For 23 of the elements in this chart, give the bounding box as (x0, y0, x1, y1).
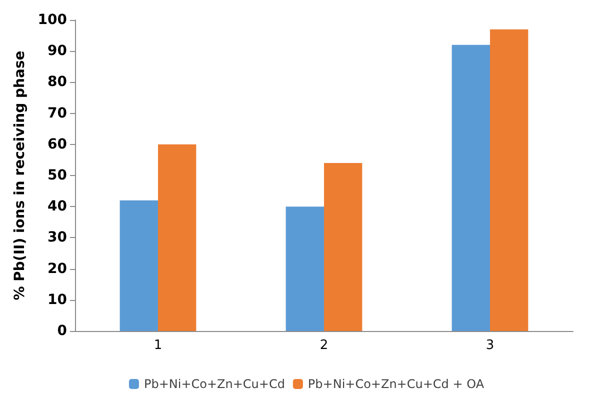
legend-label: Pb+Ni+Co+Zn+Cu+Cd (144, 377, 285, 391)
bar (158, 144, 196, 331)
bar (324, 163, 362, 331)
y-tick-label: 50 (48, 168, 68, 184)
bar (490, 29, 528, 331)
y-tick-label: 30 (48, 230, 68, 246)
y-tick-label: 40 (48, 198, 68, 215)
y-tick-label: 60 (48, 136, 68, 152)
legend-label: Pb+Ni+Co+Zn+Cu+Cd + OA (308, 377, 485, 391)
x-tick-label: 1 (154, 338, 162, 353)
y-tick-label: 20 (48, 260, 68, 277)
x-tick-label: 2 (320, 338, 328, 353)
bar (452, 44, 490, 331)
x-tick-label: 3 (486, 338, 494, 353)
y-tick-label: 10 (48, 292, 68, 308)
y-tick-label: 90 (48, 43, 68, 60)
bar (120, 200, 158, 331)
y-tick-label: 100 (38, 12, 68, 28)
y-axis-title: % Pb(II) ions in receiving phase (12, 50, 28, 300)
bar (286, 206, 324, 331)
y-tick-label: 80 (48, 74, 68, 90)
y-tick-label: 0 (57, 323, 68, 339)
y-tick-label: 70 (48, 105, 68, 122)
